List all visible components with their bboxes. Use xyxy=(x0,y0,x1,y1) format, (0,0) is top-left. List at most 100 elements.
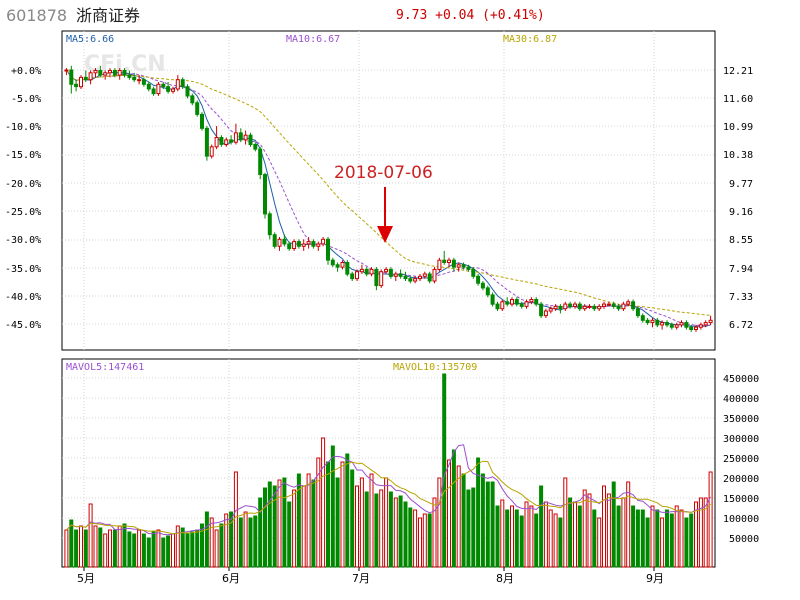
volume-bar xyxy=(93,525,98,568)
volume-bar xyxy=(553,513,558,568)
candle-body xyxy=(660,322,665,326)
volume-bar xyxy=(151,531,156,568)
date-annotation: 2018-07-06 xyxy=(334,163,433,183)
candle-body xyxy=(553,305,558,310)
volume-bar xyxy=(543,501,548,568)
volume-ma-lines xyxy=(66,444,712,536)
volume-bar xyxy=(490,481,495,568)
ma10-label: MA10:6.67 xyxy=(286,34,340,45)
volume-bar xyxy=(694,501,698,568)
candle-body xyxy=(137,79,142,82)
price-quote: 9.73 +0.04 (+0.41%) xyxy=(396,8,545,23)
candle-body xyxy=(645,319,650,324)
candle-body xyxy=(471,268,476,277)
right-tick: 10.99 xyxy=(723,122,753,133)
left-tick: -45.0% xyxy=(5,320,41,331)
volume-tick: 50000 xyxy=(729,534,759,545)
volume-bar xyxy=(684,517,689,568)
candle-body xyxy=(592,305,597,310)
left-tick: -35.0% xyxy=(5,264,41,275)
volume-bar xyxy=(466,489,471,568)
candle-body xyxy=(132,76,137,81)
candle-body xyxy=(485,287,490,296)
candle-body xyxy=(69,69,74,85)
volume-bar xyxy=(631,505,636,568)
volume-bar xyxy=(132,533,137,568)
volume-bar xyxy=(398,495,403,568)
ma5-label: MA5:6.66 xyxy=(66,34,114,45)
volume-bar xyxy=(316,457,321,568)
candle-body xyxy=(563,303,568,310)
right-tick: 9.77 xyxy=(729,179,753,190)
volume-axis-ticks: 450000 400000 350000 300000 250000 20000… xyxy=(723,374,759,545)
candle-body xyxy=(175,79,180,90)
left-axis-ticks: +0.0% -5.0% -10.0% -15.0% -20.0% -25.0% … xyxy=(5,66,41,331)
volume-bar xyxy=(253,515,258,568)
candle-body xyxy=(267,213,272,236)
volume-bar xyxy=(510,505,514,568)
volume-bar xyxy=(611,481,616,568)
candle-body xyxy=(79,76,83,88)
candle-body xyxy=(311,241,316,247)
candle-body xyxy=(117,70,122,76)
candle-body xyxy=(476,275,481,284)
volume-bar xyxy=(582,489,587,568)
ma10-line xyxy=(65,69,711,327)
candle-body xyxy=(166,86,171,92)
right-tick: 9.16 xyxy=(729,207,753,218)
candle-body xyxy=(219,137,224,145)
volume-bar xyxy=(103,533,108,568)
candle-body xyxy=(93,70,98,74)
volume-bar xyxy=(219,523,224,568)
candle-body xyxy=(418,275,422,280)
volume-bar xyxy=(335,477,340,568)
candlesticks xyxy=(64,65,713,332)
candle-body xyxy=(296,241,301,247)
volume-bar xyxy=(374,493,379,568)
right-tick: 12.21 xyxy=(723,66,753,77)
candle-body xyxy=(156,83,161,95)
volume-bar xyxy=(156,529,161,568)
volume-bar xyxy=(602,485,606,568)
volume-bar xyxy=(112,529,117,568)
candle-body xyxy=(74,83,79,88)
candle-body xyxy=(224,139,229,145)
candle-body xyxy=(403,275,408,280)
volume-bar xyxy=(79,525,83,568)
candle-body xyxy=(393,273,398,277)
volume-bar xyxy=(447,459,451,568)
volume-bar xyxy=(200,523,204,568)
candle-body xyxy=(185,86,190,97)
volume-bar xyxy=(427,513,432,568)
volume-bar xyxy=(88,503,93,568)
candle-body xyxy=(88,72,93,81)
right-tick: 7.94 xyxy=(729,264,753,275)
volume-tick: 450000 xyxy=(723,374,759,385)
volume-tick: 150000 xyxy=(723,494,759,505)
candle-body xyxy=(480,282,485,289)
volume-bar xyxy=(437,477,442,568)
left-tick: -30.0% xyxy=(5,235,41,246)
candle-body xyxy=(345,262,350,275)
month-label: 6月 xyxy=(222,572,240,585)
candle-body xyxy=(442,259,447,264)
volume-bar xyxy=(568,497,573,568)
candle-body xyxy=(103,72,108,76)
left-tick: -10.0% xyxy=(5,122,41,133)
right-tick: 7.33 xyxy=(729,292,753,303)
candle-body xyxy=(451,259,456,268)
volume-bars xyxy=(64,373,713,568)
candle-body xyxy=(301,243,306,247)
volume-bar xyxy=(161,537,166,568)
volume-bar xyxy=(277,479,282,568)
volume-bar xyxy=(108,529,112,568)
candle-body xyxy=(369,268,374,275)
candle-body xyxy=(277,238,282,247)
candle-body xyxy=(529,299,534,303)
volume-bar xyxy=(689,513,694,568)
candle-body xyxy=(122,70,127,76)
candle-body xyxy=(640,315,645,321)
candle-body xyxy=(510,299,514,305)
volume-bar xyxy=(413,509,418,568)
